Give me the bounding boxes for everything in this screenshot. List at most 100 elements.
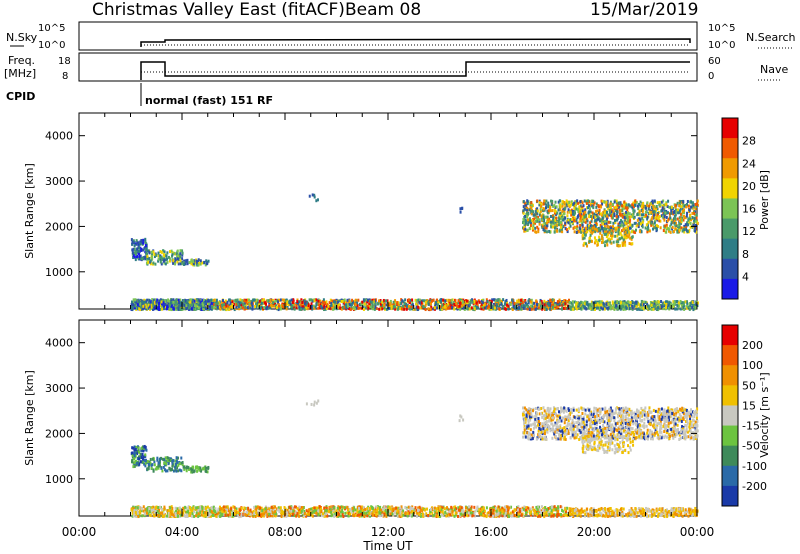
range-gate (601, 199, 604, 203)
range-gate (598, 303, 601, 307)
range-gate (157, 512, 160, 516)
range-gate (572, 216, 575, 220)
range-gate (481, 304, 484, 308)
range-gate (615, 226, 618, 230)
range-gate (591, 226, 594, 230)
range-gate (197, 306, 200, 310)
range-gate (518, 300, 521, 304)
range-gate (368, 302, 371, 306)
range-gate (576, 199, 579, 203)
range-gate (187, 306, 190, 310)
range-gate (593, 215, 596, 219)
range-gate (421, 303, 424, 307)
range-gate (357, 306, 360, 310)
nsky-tick-top: 10^5 (38, 23, 65, 34)
range-gate (608, 227, 611, 231)
range-gate (386, 299, 389, 303)
range-gate (480, 307, 483, 311)
range-gate (601, 301, 604, 305)
range-gate (407, 298, 410, 302)
range-gate (637, 307, 640, 311)
range-gate (520, 298, 523, 302)
range-gate (564, 306, 567, 310)
range-gate (603, 222, 606, 226)
range-gate (667, 217, 670, 221)
range-gate (643, 215, 646, 219)
range-gate (379, 299, 382, 303)
power-ylabel: Slant Range [km] (23, 163, 36, 259)
range-gate (684, 223, 687, 227)
range-gate (501, 303, 504, 307)
range-gate (653, 301, 656, 305)
range-gate (233, 302, 236, 306)
range-gate (621, 207, 624, 211)
range-gate (195, 514, 198, 518)
range-gate (140, 507, 143, 511)
range-gate (397, 303, 400, 307)
range-gate (530, 300, 533, 304)
range-gate (614, 234, 617, 238)
range-gate (654, 304, 657, 308)
range-gate (423, 299, 426, 303)
range-gate (132, 254, 135, 258)
range-gate (609, 234, 612, 238)
range-gate (216, 305, 219, 309)
range-gate (210, 506, 213, 510)
range-gate (160, 303, 163, 307)
range-gate (482, 298, 485, 302)
range-gate (159, 511, 162, 515)
range-gate (274, 304, 277, 308)
range-gate (594, 300, 597, 304)
range-gate (619, 307, 622, 311)
range-gate (304, 306, 307, 310)
range-gate (558, 199, 561, 203)
range-gate (144, 237, 147, 241)
range-gate (650, 307, 653, 311)
range-gate (516, 307, 519, 311)
range-gate (523, 229, 526, 233)
range-gate (668, 228, 671, 232)
range-gate (528, 306, 531, 310)
range-gate (174, 303, 177, 307)
nave-tick-bottom: 0 (708, 71, 714, 82)
range-gate (550, 224, 553, 228)
range-gate (143, 300, 146, 304)
range-gate (561, 200, 564, 204)
range-gate (470, 298, 473, 302)
range-gate (272, 298, 275, 302)
range-gate (157, 506, 160, 510)
range-gate (581, 217, 584, 221)
range-gate (577, 303, 580, 307)
range-gate (634, 304, 637, 308)
range-gate (650, 303, 653, 307)
range-gate (614, 208, 617, 212)
range-gate (492, 298, 495, 302)
range-gate (141, 257, 144, 261)
range-gate (594, 215, 597, 219)
range-gate (560, 214, 563, 218)
range-gate (592, 203, 595, 207)
range-gate (181, 249, 184, 253)
range-gate (534, 220, 537, 224)
range-gate (617, 301, 620, 305)
range-gate (198, 513, 201, 517)
range-gate (583, 236, 586, 240)
range-gate (680, 205, 683, 209)
range-gate (468, 307, 471, 311)
range-gate (578, 205, 581, 209)
range-gate (530, 298, 533, 302)
range-gate (481, 301, 484, 305)
range-gate (135, 515, 138, 519)
range-gate (522, 205, 525, 209)
range-gate (310, 302, 313, 306)
range-gate (678, 211, 681, 215)
range-gate (596, 215, 599, 219)
range-gate (444, 299, 447, 303)
range-gate (617, 240, 620, 244)
range-gate (542, 219, 545, 223)
range-gate (627, 306, 630, 310)
range-gate (505, 301, 508, 305)
range-gate (214, 507, 217, 511)
range-gate (310, 304, 313, 308)
range-gate (570, 200, 573, 204)
